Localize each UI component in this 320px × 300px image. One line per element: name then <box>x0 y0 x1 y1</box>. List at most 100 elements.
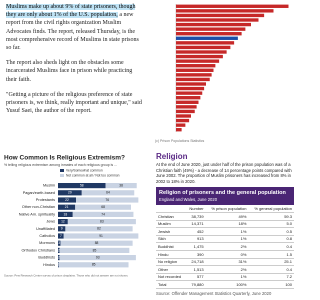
bar-segment <box>58 190 82 196</box>
cell: 0% <box>205 250 249 259</box>
cell: 0.4 <box>248 242 294 251</box>
cell: 7.2 <box>248 273 294 282</box>
cell: 1,475 <box>185 242 206 251</box>
lead: Muslims make up about 9% of state prison… <box>6 3 144 52</box>
table-row: Other 1,513 2% 0.4 <box>156 265 294 274</box>
table-row: Christian 38,739 49% 59.3 <box>156 212 294 221</box>
value-label: 22 <box>65 198 69 202</box>
lead-text: a new report from the civil rights organ… <box>6 12 139 52</box>
category-label: Jews <box>46 220 55 224</box>
cell: Muslim <box>156 220 186 229</box>
cell: 100 <box>248 280 294 289</box>
value-label: 64 <box>106 191 110 195</box>
value-label: 74 <box>101 212 105 216</box>
bar <box>176 73 212 77</box>
cell: 1% <box>205 235 249 244</box>
cell: Buddhist <box>156 242 186 251</box>
cell: 390 <box>185 250 206 259</box>
cell: 5.0 <box>248 220 294 229</box>
cell: 100% <box>205 280 249 289</box>
cell: 24,718 <box>185 258 206 267</box>
legend-label: Not common at all / Not too common <box>66 173 120 177</box>
bar <box>176 77 210 82</box>
bar <box>176 91 203 95</box>
cell: 2% <box>205 265 249 274</box>
table-row: Total 79,880 100% 100 <box>156 280 294 289</box>
cell: 0.5 <box>248 227 294 236</box>
column-header: Number <box>185 205 206 214</box>
cell: Christian <box>156 212 186 221</box>
chart-title: How Common Is Religious Extremism? <box>4 155 125 162</box>
category-label: Pagan/earth-based <box>23 191 55 195</box>
bar <box>176 22 251 27</box>
chart-subtitle: % telling religious extremism among inma… <box>4 163 117 167</box>
bar-segment <box>58 247 60 253</box>
cell: 31% <box>205 258 249 267</box>
cell: 18% <box>205 220 249 229</box>
cell: 79,880 <box>185 280 206 289</box>
bar <box>176 64 216 68</box>
category-label: Catholics <box>39 234 55 238</box>
value-label: 7 <box>60 234 62 238</box>
bar-segment <box>58 255 60 261</box>
bar <box>176 4 289 8</box>
value-label: 83 <box>100 219 104 223</box>
bar <box>176 32 242 36</box>
cell: Sikh <box>156 235 186 244</box>
bar-segment <box>72 211 134 217</box>
bar-segment <box>58 211 73 217</box>
cell: Other <box>156 265 186 274</box>
cell: No religion <box>156 258 186 267</box>
heading: Religion <box>156 152 188 161</box>
bar <box>176 123 186 127</box>
table-row: Sikh 913 1% 0.8 <box>156 235 294 244</box>
value-label: 82 <box>97 227 101 231</box>
report: Religion At the end of June 2020, just u… <box>150 150 300 300</box>
category-label: Unaffiliated <box>36 227 55 231</box>
bar <box>176 128 182 132</box>
cell: 14,371 <box>185 220 206 229</box>
cell: Total <box>156 280 186 289</box>
category-label: Hindus <box>43 263 55 267</box>
cell: 38,739 <box>185 212 206 221</box>
highlight: Muslims make up about 9% of state prison… <box>6 4 136 19</box>
bar-segment <box>75 204 131 210</box>
article: Muslims make up about 9% of state prison… <box>0 0 150 150</box>
cell: 0.4 <box>248 265 294 274</box>
bar-segment <box>58 204 76 210</box>
paragraph: "Getting a picture of the religious pref… <box>6 91 142 115</box>
cell: 59.3 <box>248 212 294 221</box>
value-label: 18 <box>64 212 68 216</box>
bar <box>176 59 220 63</box>
bar-segment <box>67 219 136 225</box>
bar <box>176 109 195 114</box>
bar <box>176 96 201 100</box>
value-label: 93 <box>96 255 100 259</box>
bar-segment <box>58 233 64 239</box>
bar <box>176 82 206 86</box>
table: Number% prison population% general popul… <box>156 205 294 289</box>
bar <box>176 45 231 50</box>
value-label: 85 <box>93 248 97 252</box>
bar-segment <box>76 197 139 203</box>
cell: 1,513 <box>185 265 206 274</box>
charts: (c) Prison Populations Statistics How Com… <box>4 4 289 278</box>
bar-segment <box>58 197 77 203</box>
category-label: Muslim <box>43 184 55 188</box>
bar <box>176 9 274 13</box>
column-header: % general population <box>248 205 294 214</box>
paragraph: At the end of June 2020, just under half… <box>156 162 292 184</box>
cell: 25.1 <box>248 258 294 267</box>
cell: 1.5 <box>248 250 294 259</box>
bar-segment <box>59 255 136 261</box>
bar <box>176 68 214 72</box>
value-label: 29 <box>68 191 72 195</box>
legend-swatch <box>60 169 64 172</box>
bar-segment <box>63 233 139 239</box>
collage: Muslims make up about 9% of state prison… <box>0 0 300 300</box>
cell: Hindu <box>156 250 186 259</box>
bar-segment <box>58 226 66 232</box>
bar-segment <box>58 183 106 189</box>
category-label: Buddhists <box>38 256 55 260</box>
value-label: 91 <box>99 234 103 238</box>
